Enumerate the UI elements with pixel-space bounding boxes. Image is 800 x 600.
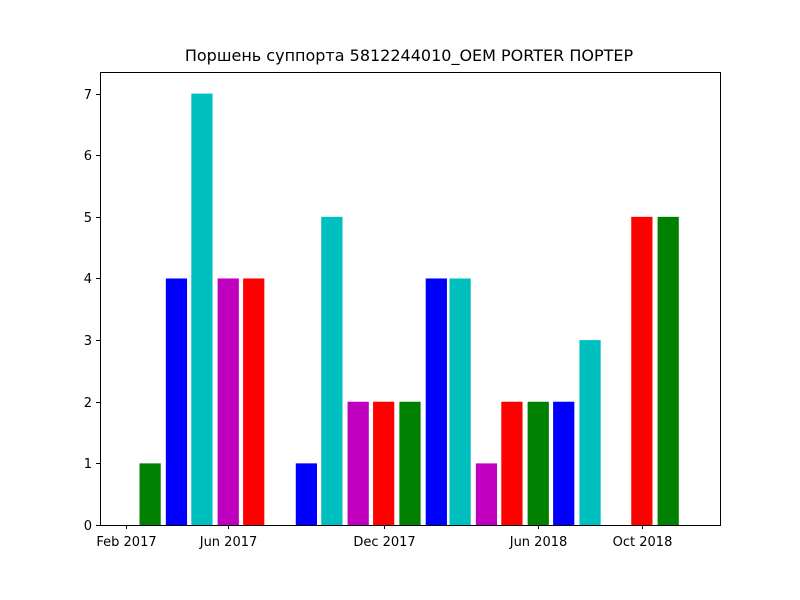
y-tick-label: 7 (84, 88, 92, 103)
x-tick-label: Dec 2017 (353, 535, 415, 550)
bar-2017-04 (165, 278, 188, 525)
y-tick-label: 2 (84, 396, 92, 411)
bar-2017-06 (217, 278, 239, 525)
bars-layer (139, 93, 679, 526)
y-tick-label: 3 (84, 334, 92, 349)
x-tick-label: Jun 2018 (509, 535, 568, 550)
bar-2017-05 (191, 93, 213, 526)
x-axis: Feb 2017 Jun 2017 Dec 2017 Jun 2018 Oct 2018 (96, 525, 672, 550)
bar-2018-11 (657, 216, 679, 525)
bar-2018-10 (631, 216, 653, 525)
chart-title: Поршень суппорта 5812244010_OEM PORTER П… (184, 46, 634, 65)
bar-2017-10 (321, 216, 343, 525)
bar-2018-03 (449, 278, 471, 525)
bar-2018-04 (475, 463, 498, 525)
y-tick-label: 4 (84, 272, 92, 287)
bar-2017-12 (373, 401, 395, 525)
bar-2017-11 (347, 401, 369, 525)
plot-frame (100, 72, 721, 526)
bar-2018-07 (553, 401, 575, 525)
x-tick-label: Jun 2017 (199, 535, 258, 550)
x-tick-label: Oct 2018 (613, 535, 673, 550)
bar-2018-02 (425, 278, 447, 525)
x-tick-label: Feb 2017 (96, 535, 156, 550)
y-tick-label: 1 (84, 457, 92, 472)
bar-2018-05 (501, 401, 523, 525)
y-tick-label: 5 (84, 211, 92, 226)
bar-2018-08 (579, 340, 601, 525)
y-tick-label: 0 (84, 519, 92, 534)
bar-2018-06 (527, 401, 549, 525)
bar-2018-01 (399, 401, 421, 525)
y-tick-label: 6 (84, 149, 92, 164)
y-axis: 0 1 2 3 4 5 6 7 (84, 88, 100, 534)
bar-2017-07 (243, 278, 265, 525)
bar-2017-03 (139, 463, 161, 525)
bar-2017-09 (295, 463, 317, 525)
